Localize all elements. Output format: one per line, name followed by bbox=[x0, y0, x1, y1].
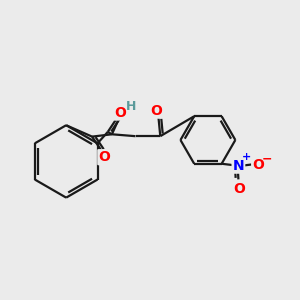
Text: O: O bbox=[252, 158, 264, 172]
Text: O: O bbox=[98, 150, 110, 164]
Text: O: O bbox=[233, 182, 245, 196]
Text: O: O bbox=[114, 104, 126, 118]
Text: O: O bbox=[115, 106, 127, 120]
Text: H: H bbox=[126, 100, 136, 112]
Text: −: − bbox=[261, 152, 272, 165]
Text: +: + bbox=[242, 152, 250, 162]
Text: N: N bbox=[232, 159, 244, 173]
Text: O: O bbox=[151, 104, 162, 118]
